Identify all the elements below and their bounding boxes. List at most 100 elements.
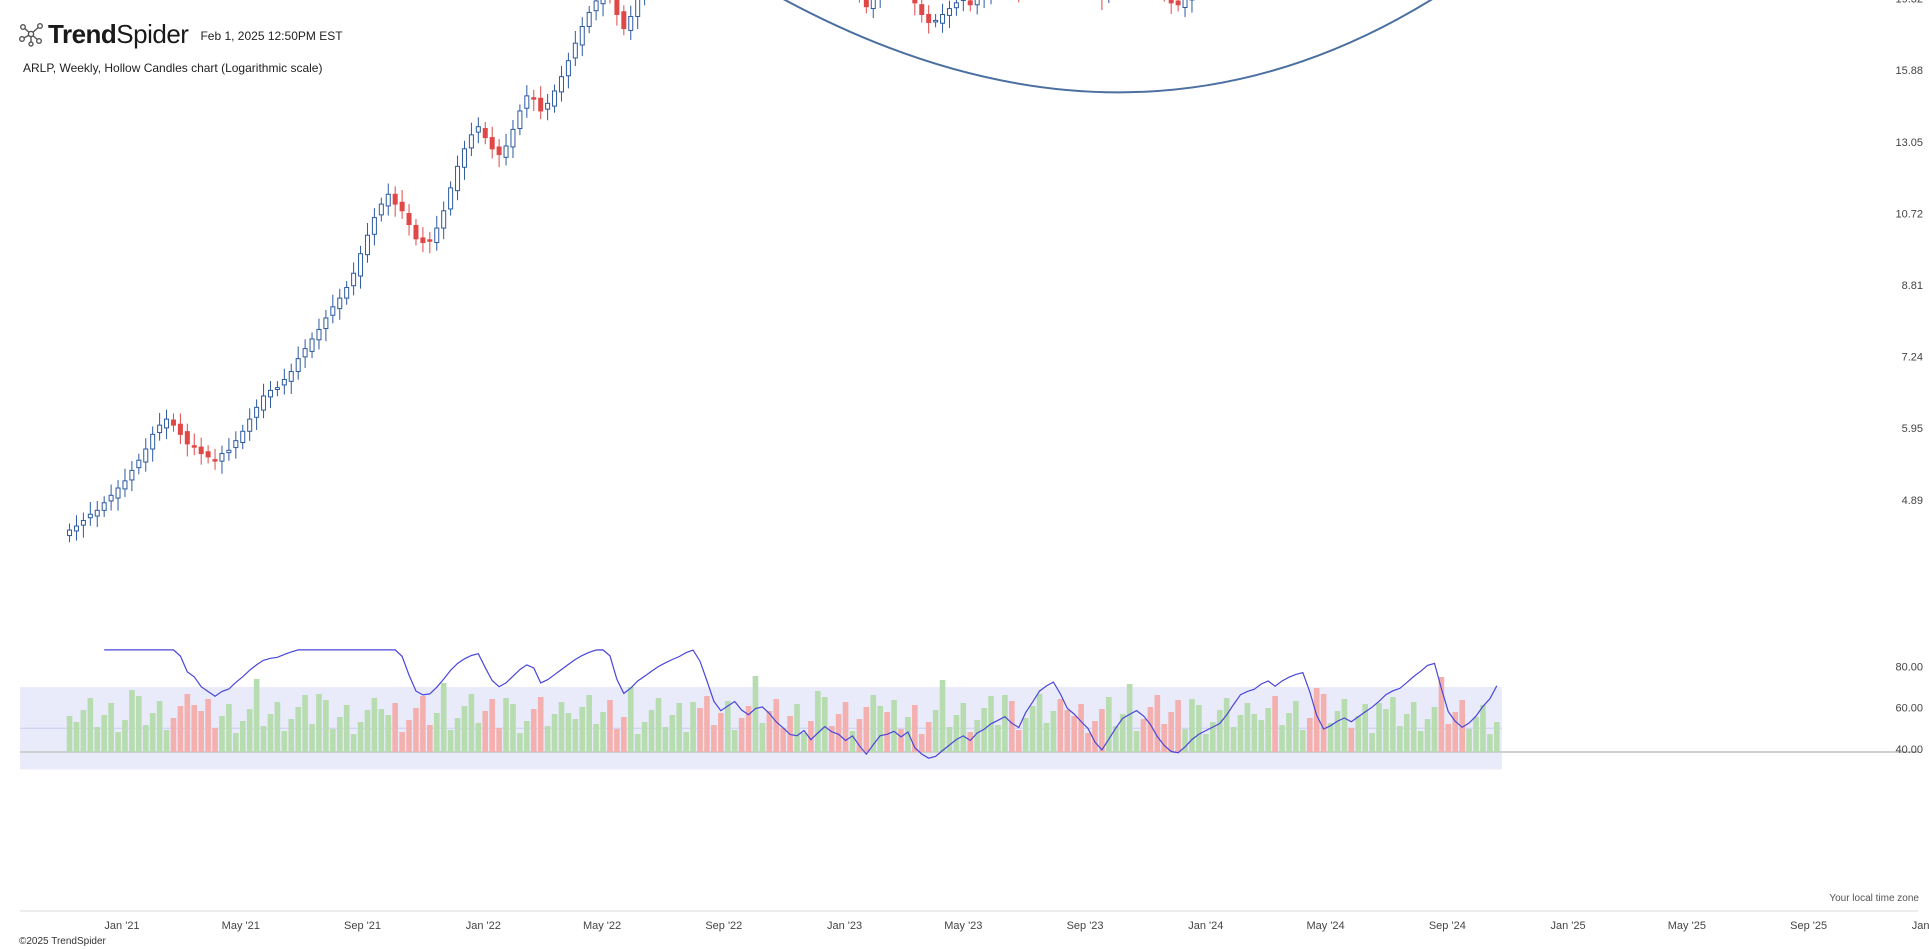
volume-bar xyxy=(946,727,953,752)
candle-body xyxy=(593,0,599,12)
volume-bar xyxy=(586,695,592,752)
volume-bar xyxy=(1279,725,1285,752)
candle-body xyxy=(586,12,592,28)
volume-bar xyxy=(1334,711,1341,752)
volume-bar xyxy=(898,729,904,752)
volume-bar xyxy=(482,711,489,752)
candle-body xyxy=(545,102,551,110)
volume-bar xyxy=(1140,719,1147,752)
candle-body xyxy=(399,201,405,212)
volume-bar xyxy=(239,721,246,752)
candle-body xyxy=(926,13,932,23)
volume-bar xyxy=(1376,703,1382,752)
volume-bar xyxy=(1237,715,1244,752)
volume-bar xyxy=(1355,716,1362,752)
chart-timestamp: Feb 1, 2025 12:50PM EST xyxy=(200,29,343,43)
volume-bar xyxy=(655,698,662,752)
candle-body xyxy=(482,128,488,139)
volume-bar xyxy=(420,696,426,752)
volume-bar xyxy=(503,698,509,752)
candle-body xyxy=(475,126,481,133)
candle-body xyxy=(967,0,973,6)
volume-bar xyxy=(1092,721,1098,752)
candle-body xyxy=(912,0,918,4)
volume-bar xyxy=(918,734,925,752)
volume-bar xyxy=(517,733,523,752)
x-tick-label: Jan '25 xyxy=(1551,920,1586,932)
candle-body xyxy=(953,2,959,9)
volume-bar xyxy=(1494,722,1500,752)
candle-body xyxy=(538,97,544,112)
volume-bar xyxy=(641,722,648,752)
volume-bar xyxy=(87,698,94,752)
volume-bar xyxy=(579,707,586,752)
volume-bar xyxy=(1258,720,1265,752)
candle-body xyxy=(441,210,447,229)
candle-body xyxy=(496,146,502,156)
brand-header: TrendSpider Feb 1, 2025 12:50PM EST xyxy=(18,18,343,50)
volume-bar xyxy=(766,711,773,752)
volume-bar xyxy=(572,719,579,752)
candle-body xyxy=(267,389,273,398)
volume-bar xyxy=(1002,695,1008,752)
volume-bar xyxy=(1209,722,1216,752)
volume-bar xyxy=(253,679,260,752)
candle-body xyxy=(406,213,412,226)
volume-bar xyxy=(73,722,80,752)
volume-bar xyxy=(530,709,537,752)
volume-bar xyxy=(461,706,468,752)
volume-bar xyxy=(738,718,745,752)
volume-bar xyxy=(316,694,322,752)
candle-body xyxy=(1182,0,1188,9)
candle-body xyxy=(233,440,239,449)
volume-bar xyxy=(607,700,613,752)
candle-body xyxy=(960,0,966,2)
volume-bar xyxy=(1293,701,1299,752)
candle-body xyxy=(940,13,946,24)
candle-body xyxy=(274,387,280,390)
volume-bar xyxy=(995,725,1001,752)
volume-bar xyxy=(323,700,329,752)
candle-body xyxy=(122,480,128,490)
volume-bar xyxy=(191,705,198,752)
price-tick-label: 13.05 xyxy=(1895,137,1923,149)
volume-bar xyxy=(475,723,482,752)
volume-bar xyxy=(711,725,717,752)
volume-bar xyxy=(1445,724,1452,752)
volume-bar xyxy=(1306,718,1313,752)
price-tick-label: 8.81 xyxy=(1902,280,1923,292)
x-tick-label: Jan '26 xyxy=(1912,920,1929,932)
volume-bar xyxy=(1473,717,1479,752)
candle-body xyxy=(392,193,398,205)
volume-bar xyxy=(510,704,516,752)
volume-bar xyxy=(371,698,378,752)
candle-body xyxy=(247,418,253,432)
candle-body xyxy=(351,272,357,287)
volume-bar xyxy=(440,683,447,752)
volume-bar xyxy=(1043,723,1050,752)
candle-body xyxy=(344,287,350,299)
candle-body xyxy=(67,529,73,537)
candle-body xyxy=(385,193,391,207)
volume-bar xyxy=(863,707,870,752)
volume-bar xyxy=(1216,710,1223,752)
x-tick-label: May '24 xyxy=(1307,920,1345,932)
candle-body xyxy=(572,42,578,59)
x-tick-label: Sep '25 xyxy=(1790,920,1827,932)
timezone-label: Your local time zone xyxy=(1829,893,1919,904)
candle-body xyxy=(87,513,93,519)
volume-bar xyxy=(1383,709,1389,752)
volume-bar xyxy=(1223,698,1230,752)
volume-bar xyxy=(1362,704,1368,752)
candle-body xyxy=(191,445,197,448)
candle-body xyxy=(108,494,114,502)
candle-body xyxy=(281,378,287,386)
volume-bar xyxy=(336,717,343,752)
volume-bar xyxy=(433,713,440,752)
volume-bar xyxy=(835,714,842,752)
volume-bar xyxy=(856,719,863,752)
volume-bar xyxy=(1154,695,1161,752)
candle-body xyxy=(177,423,183,435)
volume-bar xyxy=(129,690,135,752)
